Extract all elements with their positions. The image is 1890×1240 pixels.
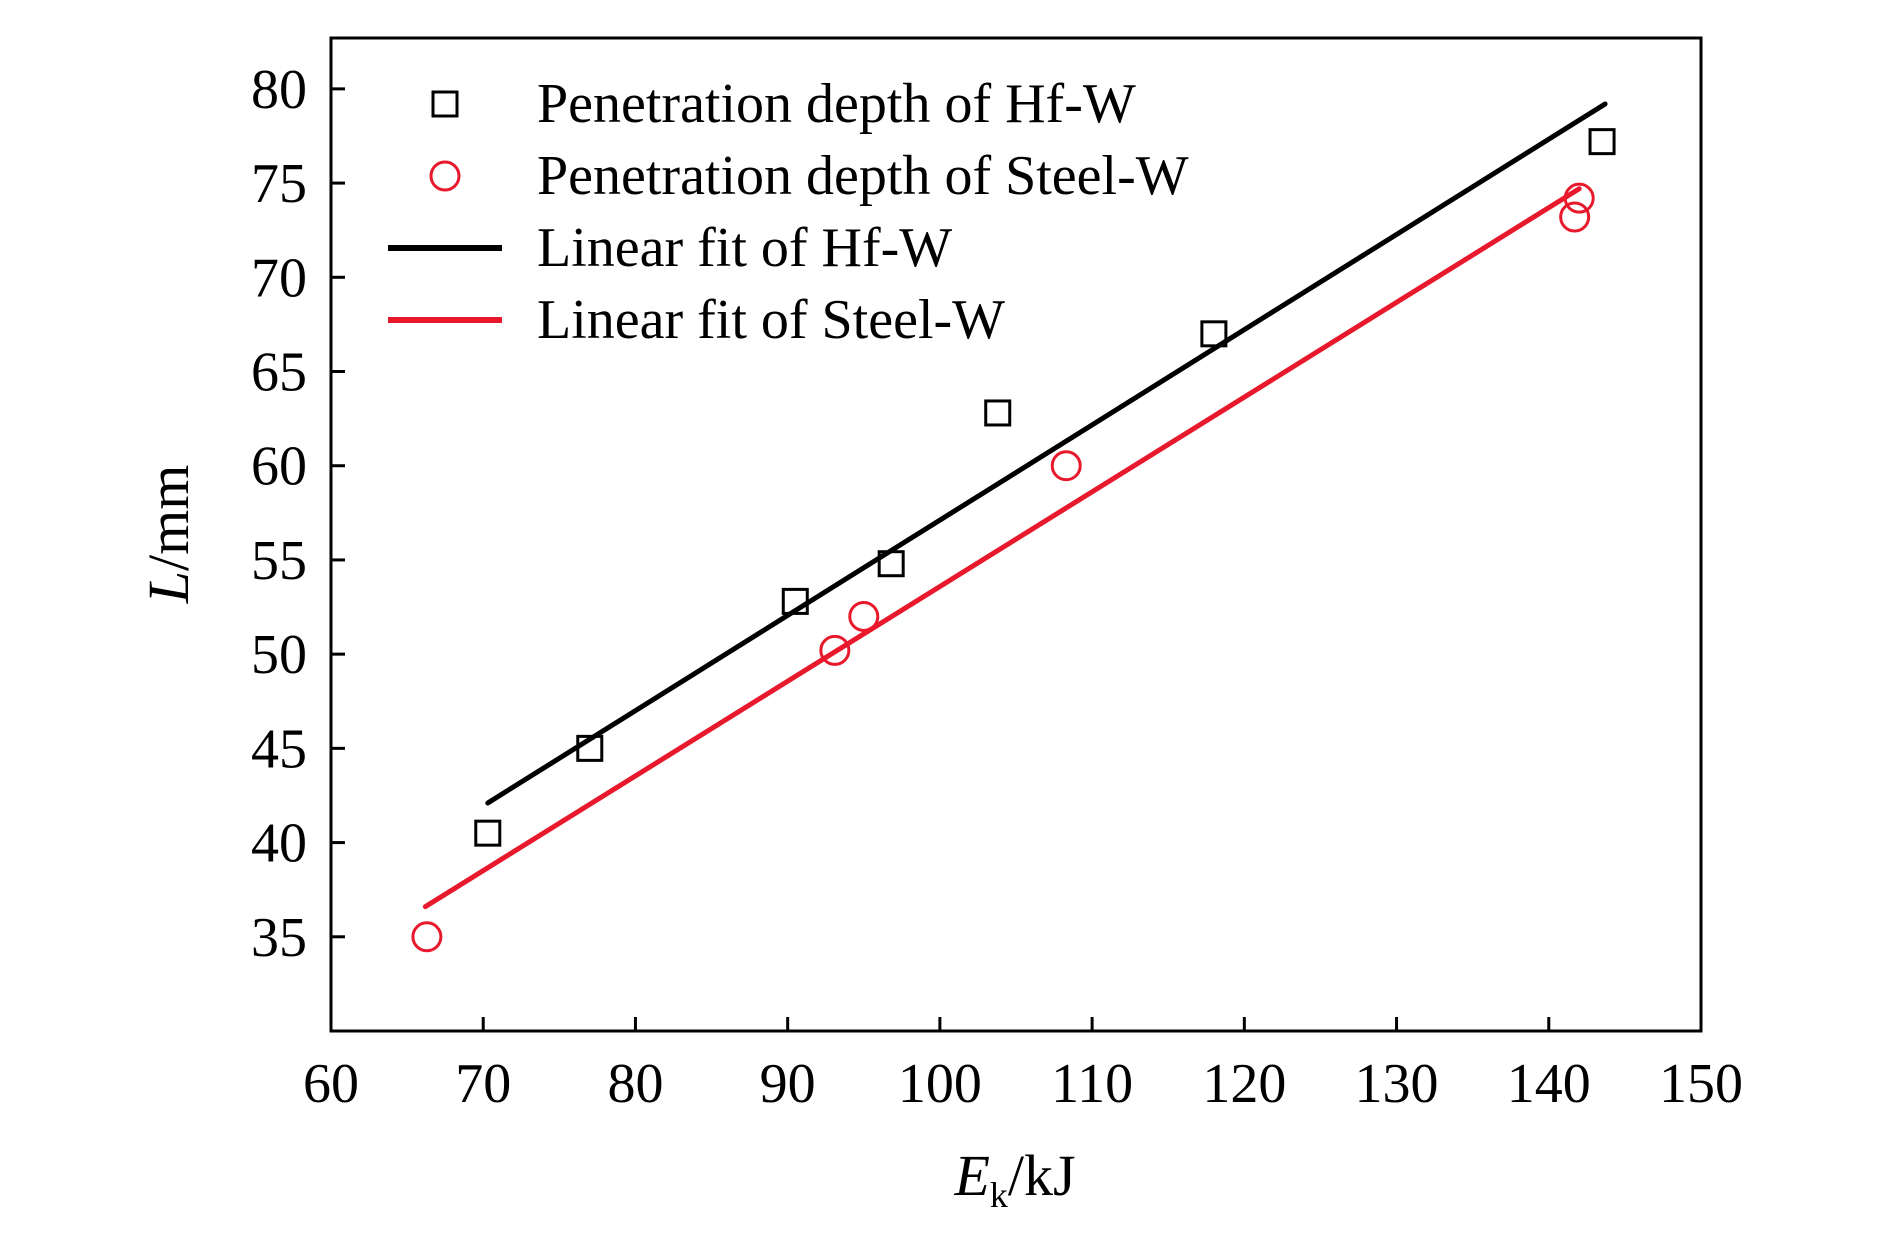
x-axis: 60 70 80 90 100 110 120 130 140 150 bbox=[303, 1017, 1743, 1115]
x-tick-label: 150 bbox=[1659, 1053, 1743, 1115]
plot-marks bbox=[411, 101, 1616, 953]
y-tick-label: 60 bbox=[251, 436, 307, 498]
x-tick-label: 140 bbox=[1507, 1053, 1591, 1115]
y-tick-label: 50 bbox=[251, 624, 307, 686]
data-point-circle bbox=[1563, 182, 1595, 214]
y-tick-label: 75 bbox=[251, 153, 307, 215]
x-tick-label: 70 bbox=[455, 1053, 511, 1115]
fit-line bbox=[485, 101, 1608, 806]
data-point-square bbox=[1200, 320, 1228, 348]
x-axis-unit: /kJ bbox=[1008, 1143, 1076, 1208]
legend-label: Penetration depth of Hf-W bbox=[537, 73, 1136, 135]
x-tick-label: 130 bbox=[1355, 1053, 1439, 1115]
x-axis-subscript: k bbox=[990, 1175, 1008, 1215]
fit-line bbox=[422, 186, 1582, 910]
x-tick-label: 90 bbox=[760, 1053, 816, 1115]
legend-label: Penetration depth of Steel-W bbox=[537, 145, 1189, 207]
legend-marker-circle bbox=[429, 160, 461, 192]
x-tick-label: 80 bbox=[607, 1053, 663, 1115]
y-tick-label: 55 bbox=[251, 530, 307, 592]
legend-label: Linear fit of Steel-W bbox=[537, 289, 1005, 351]
data-point-circle bbox=[411, 921, 443, 953]
data-point-square bbox=[1588, 128, 1616, 156]
y-tick-label: 70 bbox=[251, 247, 307, 309]
y-tick-label: 40 bbox=[251, 813, 307, 875]
x-tick-label: 60 bbox=[303, 1053, 359, 1115]
x-axis-title: Ek/kJ bbox=[953, 1143, 1075, 1215]
data-point-square bbox=[984, 399, 1012, 427]
legend-label: Linear fit of Hf-W bbox=[537, 217, 952, 279]
x-tick-label: 110 bbox=[1051, 1053, 1133, 1115]
y-tick-label: 65 bbox=[251, 342, 307, 404]
y-axis: 35 40 45 50 55 60 65 70 75 80 bbox=[251, 59, 345, 969]
plot-frame bbox=[329, 36, 1703, 1033]
y-tick-label: 35 bbox=[251, 907, 307, 969]
y-axis-title: L/mm bbox=[136, 465, 201, 605]
legend: Penetration depth of Hf-W Penetration dep… bbox=[388, 73, 1189, 351]
y-axis-symbol: L bbox=[136, 571, 201, 604]
y-axis-unit: /mm bbox=[136, 465, 201, 571]
data-point-square bbox=[576, 734, 604, 762]
x-tick-label: 100 bbox=[898, 1053, 982, 1115]
y-tick-label: 45 bbox=[251, 718, 307, 780]
data-point-circle bbox=[819, 634, 851, 666]
data-point-square bbox=[877, 550, 905, 578]
y-tick-label: 80 bbox=[251, 59, 307, 121]
data-point-square bbox=[474, 819, 502, 847]
legend-marker-square bbox=[431, 90, 459, 118]
data-point-square bbox=[781, 587, 809, 615]
x-tick-label: 120 bbox=[1202, 1053, 1286, 1115]
data-point-circle bbox=[848, 600, 880, 632]
data-point-circle bbox=[1559, 201, 1591, 233]
x-axis-symbol: E bbox=[953, 1143, 989, 1208]
data-point-circle bbox=[1050, 450, 1082, 482]
